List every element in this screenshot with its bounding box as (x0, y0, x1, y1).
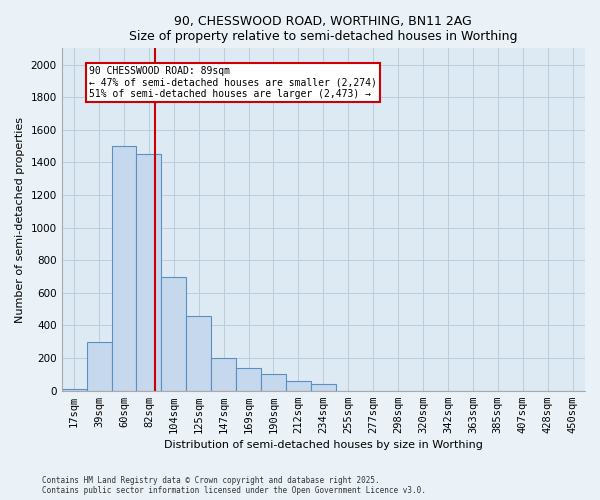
Text: Contains HM Land Registry data © Crown copyright and database right 2025.
Contai: Contains HM Land Registry data © Crown c… (42, 476, 426, 495)
Bar (62, 389, 86, 390)
Bar (236, 368, 261, 390)
Bar (112, 146, 136, 390)
Bar (161, 276, 186, 390)
Bar (286, 381, 311, 390)
Bar (86, 342, 112, 390)
Bar (261, 374, 286, 390)
Y-axis label: Number of semi-detached properties: Number of semi-detached properties (15, 116, 25, 322)
Bar (186, 316, 211, 390)
Bar (311, 384, 336, 390)
Text: 90 CHESSWOOD ROAD: 89sqm
← 47% of semi-detached houses are smaller (2,274)
51% o: 90 CHESSWOOD ROAD: 89sqm ← 47% of semi-d… (89, 66, 377, 100)
Title: 90, CHESSWOOD ROAD, WORTHING, BN11 2AG
Size of property relative to semi-detache: 90, CHESSWOOD ROAD, WORTHING, BN11 2AG S… (129, 15, 518, 43)
X-axis label: Distribution of semi-detached houses by size in Worthing: Distribution of semi-detached houses by … (164, 440, 483, 450)
Bar (136, 154, 161, 390)
Bar (211, 358, 236, 390)
